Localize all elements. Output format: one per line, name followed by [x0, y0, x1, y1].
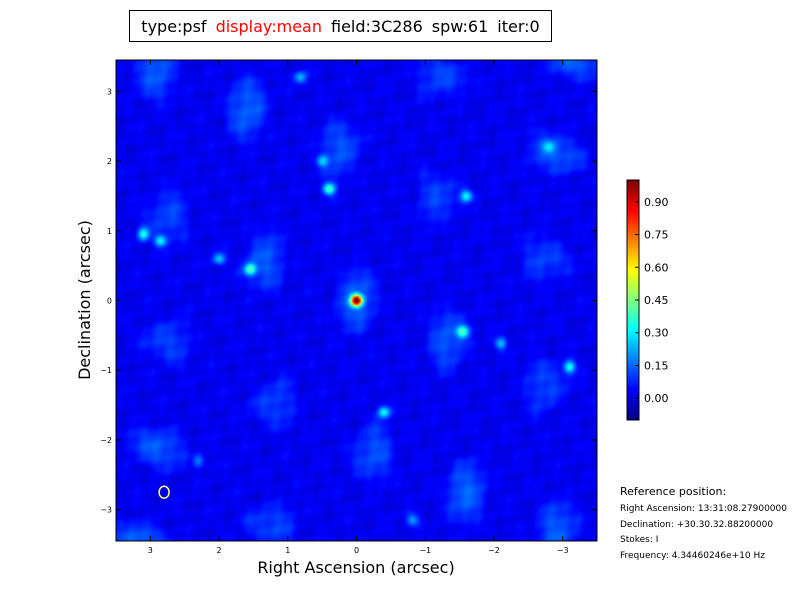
x-tick-label: −2 — [488, 546, 500, 555]
x-tick-label: 0 — [354, 546, 359, 555]
x-tick-label: −3 — [557, 546, 569, 555]
x-tick-label: 1 — [285, 546, 290, 555]
x-axis-ticks: 3 2 1 0 −1 −2 −3 — [148, 60, 569, 555]
beam-marker[interactable] — [158, 485, 170, 499]
y-tick-label: 0 — [107, 297, 112, 306]
y-tick-label: 1 — [107, 227, 112, 236]
y-tick-label: −1 — [100, 366, 112, 375]
y-axis-ticks: 3 2 1 0 −1 −2 −3 — [100, 87, 597, 515]
reference-heading: Reference position: — [620, 485, 727, 498]
y-tick-label: 3 — [107, 87, 112, 96]
colorbar-ticks: 0.00 0.15 0.30 0.45 0.60 0.75 0.90 — [635, 196, 669, 405]
reference-stokes: Stokes: I — [620, 535, 659, 545]
reference-info: Reference position: Right Ascension: 13:… — [620, 484, 787, 564]
x-tick-label: 3 — [148, 546, 153, 555]
title-iter: iter:0 — [497, 16, 540, 36]
x-axis-label: Right Ascension (arcsec) — [257, 558, 454, 577]
y-tick-label: −3 — [100, 506, 112, 515]
psf-heatmap — [116, 60, 597, 541]
title-spw: spw:61 — [431, 16, 489, 36]
colorbar-gradient — [627, 180, 639, 420]
colorbar-tick-label: 0.30 — [644, 327, 669, 340]
colorbar-tick-label: 0.45 — [644, 294, 669, 307]
colorbar-tick-label: 0.00 — [644, 392, 669, 405]
x-tick-label: −1 — [419, 546, 431, 555]
title-display: display:mean — [215, 16, 322, 36]
y-axis-label: Declination (arcsec) — [75, 220, 94, 380]
colorbar-tick-label: 0.15 — [644, 359, 669, 372]
y-tick-label: 2 — [107, 157, 112, 166]
colorbar-tick-label: 0.75 — [644, 229, 669, 242]
reference-frequency: Frequency: 4.34460246e+10 Hz — [620, 550, 766, 561]
title-type: type:psf — [141, 16, 207, 36]
colorbar-tick-label: 0.60 — [644, 261, 669, 274]
y-tick-label: −2 — [100, 436, 112, 445]
plot-title-box: type:psf display:mean field:3C286 spw:61… — [129, 10, 552, 42]
reference-dec: Declination: +30.30.32.88200000 — [620, 519, 774, 530]
x-tick-label: 2 — [217, 546, 222, 555]
colorbar-tick-label: 0.90 — [644, 196, 669, 209]
title-field: field:3C286 — [330, 16, 423, 36]
reference-ra: Right Ascension: 13:31:08.27900000 — [620, 504, 787, 514]
